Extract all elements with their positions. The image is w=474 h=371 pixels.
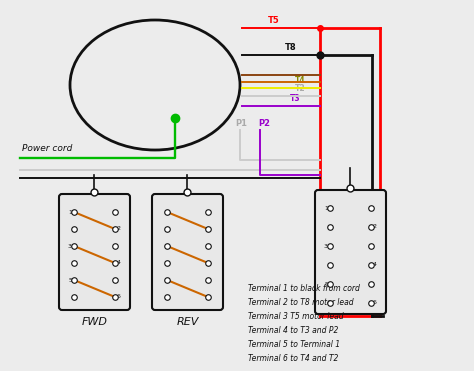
Text: T8: T8: [285, 43, 297, 52]
Text: REV: REV: [176, 317, 199, 327]
Text: 1: 1: [68, 210, 72, 214]
Text: 6: 6: [117, 295, 121, 299]
Text: P1: P1: [235, 119, 247, 128]
Text: 4: 4: [373, 263, 377, 267]
Text: 5: 5: [68, 278, 72, 282]
Text: FWD: FWD: [82, 317, 108, 327]
Text: Terminal 3 T5 motor lead: Terminal 3 T5 motor lead: [248, 312, 344, 321]
Text: 5: 5: [324, 282, 328, 286]
Text: T4: T4: [295, 76, 306, 85]
Text: 6: 6: [373, 301, 377, 305]
Text: T3: T3: [290, 94, 301, 103]
Text: P2: P2: [258, 119, 270, 128]
Text: Terminal 6 to T4 and T2: Terminal 6 to T4 and T2: [248, 354, 338, 363]
Text: 3: 3: [324, 243, 328, 249]
FancyBboxPatch shape: [152, 194, 223, 310]
Text: T2: T2: [295, 84, 306, 93]
Text: Power cord: Power cord: [22, 144, 73, 153]
Text: Terminal 1 to black from cord: Terminal 1 to black from cord: [248, 284, 360, 293]
Text: T5: T5: [268, 16, 280, 25]
Text: 1: 1: [324, 206, 328, 210]
FancyBboxPatch shape: [59, 194, 130, 310]
Text: 2: 2: [373, 224, 377, 230]
FancyBboxPatch shape: [315, 190, 386, 314]
Text: 4: 4: [117, 260, 121, 266]
Text: 3: 3: [68, 243, 72, 249]
Text: Terminal 4 to T3 and P2: Terminal 4 to T3 and P2: [248, 326, 338, 335]
Text: Terminal 2 to T8 motor lead: Terminal 2 to T8 motor lead: [248, 298, 354, 307]
Text: 2: 2: [117, 227, 121, 232]
Text: Terminal 5 to Terminal 1: Terminal 5 to Terminal 1: [248, 340, 340, 349]
